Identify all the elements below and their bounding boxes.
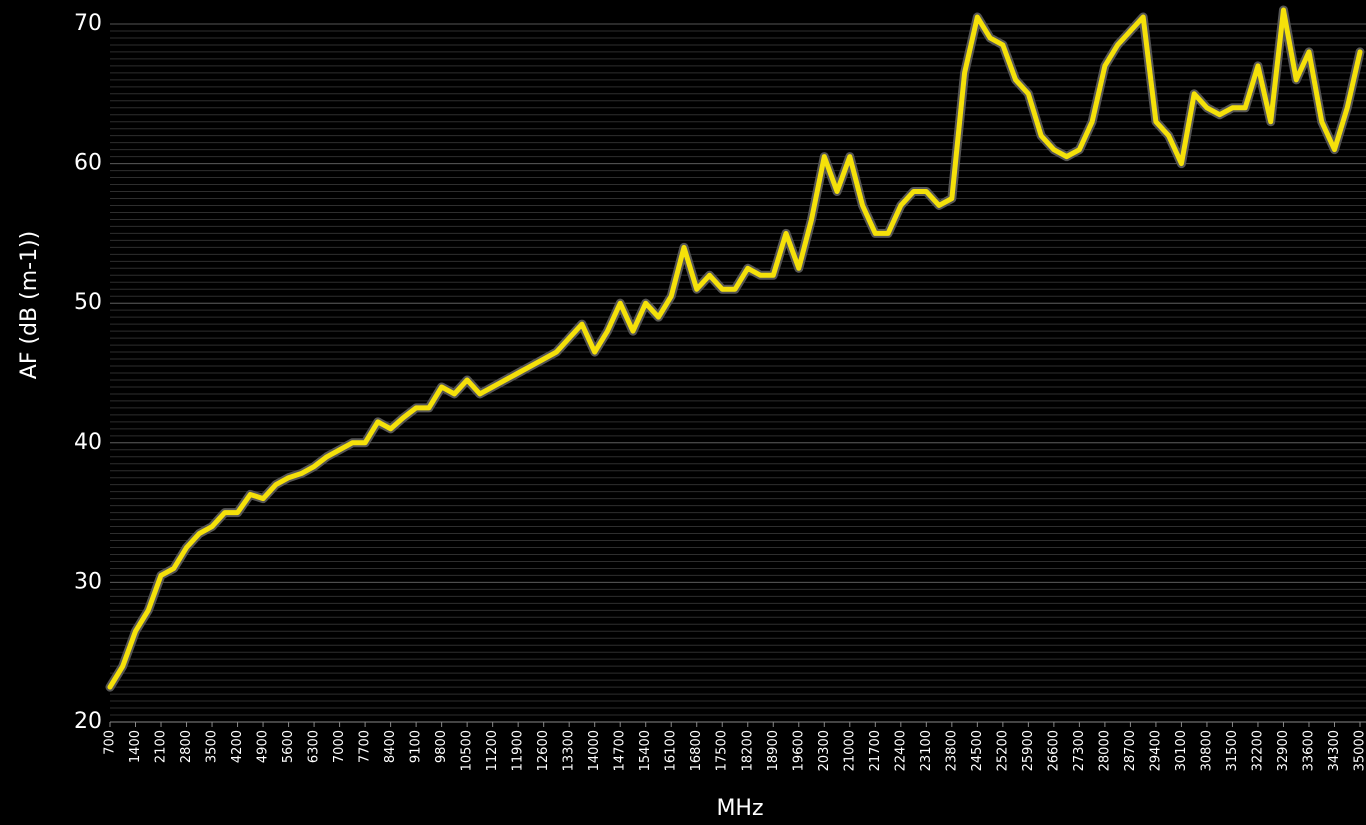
x-axis-label: MHz	[716, 796, 763, 821]
x-tick-label: 22400	[893, 730, 908, 771]
x-tick-label: 11900	[511, 730, 526, 771]
x-tick-label: 11200	[485, 730, 500, 771]
series-line-outline	[105, 5, 1365, 692]
x-tick-label: 3500	[205, 730, 220, 763]
x-tick-label: 28000	[1097, 730, 1112, 771]
y-tick-label: 50	[74, 290, 102, 315]
y-tick-label: 70	[74, 11, 102, 36]
x-tick-label: 7000	[332, 730, 347, 763]
x-tick-label: 5600	[281, 730, 296, 763]
x-tick-label: 33600	[1301, 730, 1316, 771]
x-tick-label: 35000	[1353, 730, 1366, 771]
x-tick-label: 700	[103, 730, 118, 755]
x-tick-label: 23100	[919, 730, 934, 771]
x-tick-label: 26600	[1046, 730, 1061, 771]
x-tick-label: 13300	[562, 730, 577, 771]
x-tick-label: 2100	[154, 730, 169, 763]
x-tick-label: 28700	[1123, 730, 1138, 771]
x-tick-label: 27300	[1072, 730, 1087, 771]
x-tick-label: 34300	[1327, 730, 1342, 771]
y-axis-label: AF (dB (m-1))	[17, 231, 42, 379]
x-tick-label: 18200	[740, 730, 755, 771]
x-tick-label: 12600	[536, 730, 551, 771]
x-tick-label: 31500	[1225, 730, 1240, 771]
x-tick-label: 24500	[970, 730, 985, 771]
series-line	[107, 7, 1363, 690]
x-tick-label: 10500	[460, 730, 475, 771]
x-tick-label: 16800	[689, 730, 704, 771]
x-tick-label: 25900	[1021, 730, 1036, 771]
x-tick-label: 9800	[434, 730, 449, 763]
x-tick-label: 32900	[1276, 730, 1291, 771]
x-tick-label: 14700	[613, 730, 628, 771]
x-tick-label: 23800	[944, 730, 959, 771]
y-tick-label: 30	[74, 569, 102, 594]
x-tick-label: 6300	[307, 730, 322, 763]
x-tick-label: 8400	[383, 730, 398, 763]
x-tick-label: 16100	[664, 730, 679, 771]
x-tick-label: 14000	[587, 730, 602, 771]
y-tick-label: 60	[74, 151, 102, 176]
x-tick-label: 21000	[842, 730, 857, 771]
x-tick-label: 21700	[868, 730, 883, 771]
x-tick-label: 9100	[409, 730, 424, 763]
x-tick-label: 15400	[638, 730, 653, 771]
x-tick-label: 1400	[128, 730, 143, 763]
x-tick-label: 18900	[766, 730, 781, 771]
x-tick-label: 4200	[230, 730, 245, 763]
x-tick-label: 29400	[1148, 730, 1163, 771]
x-tick-label: 30100	[1174, 730, 1189, 771]
x-tick-label: 32200	[1250, 730, 1265, 771]
x-tick-label: 20300	[817, 730, 832, 771]
x-tick-label: 4900	[256, 730, 271, 763]
x-tick-label: 7700	[358, 730, 373, 763]
y-tick-label: 40	[74, 430, 102, 455]
y-tick-label: 20	[74, 709, 102, 734]
x-tick-label: 2800	[179, 730, 194, 763]
x-tick-label: 19600	[791, 730, 806, 771]
x-tick-label: 17500	[715, 730, 730, 771]
x-tick-label: 30800	[1199, 730, 1214, 771]
x-tick-label: 25200	[995, 730, 1010, 771]
